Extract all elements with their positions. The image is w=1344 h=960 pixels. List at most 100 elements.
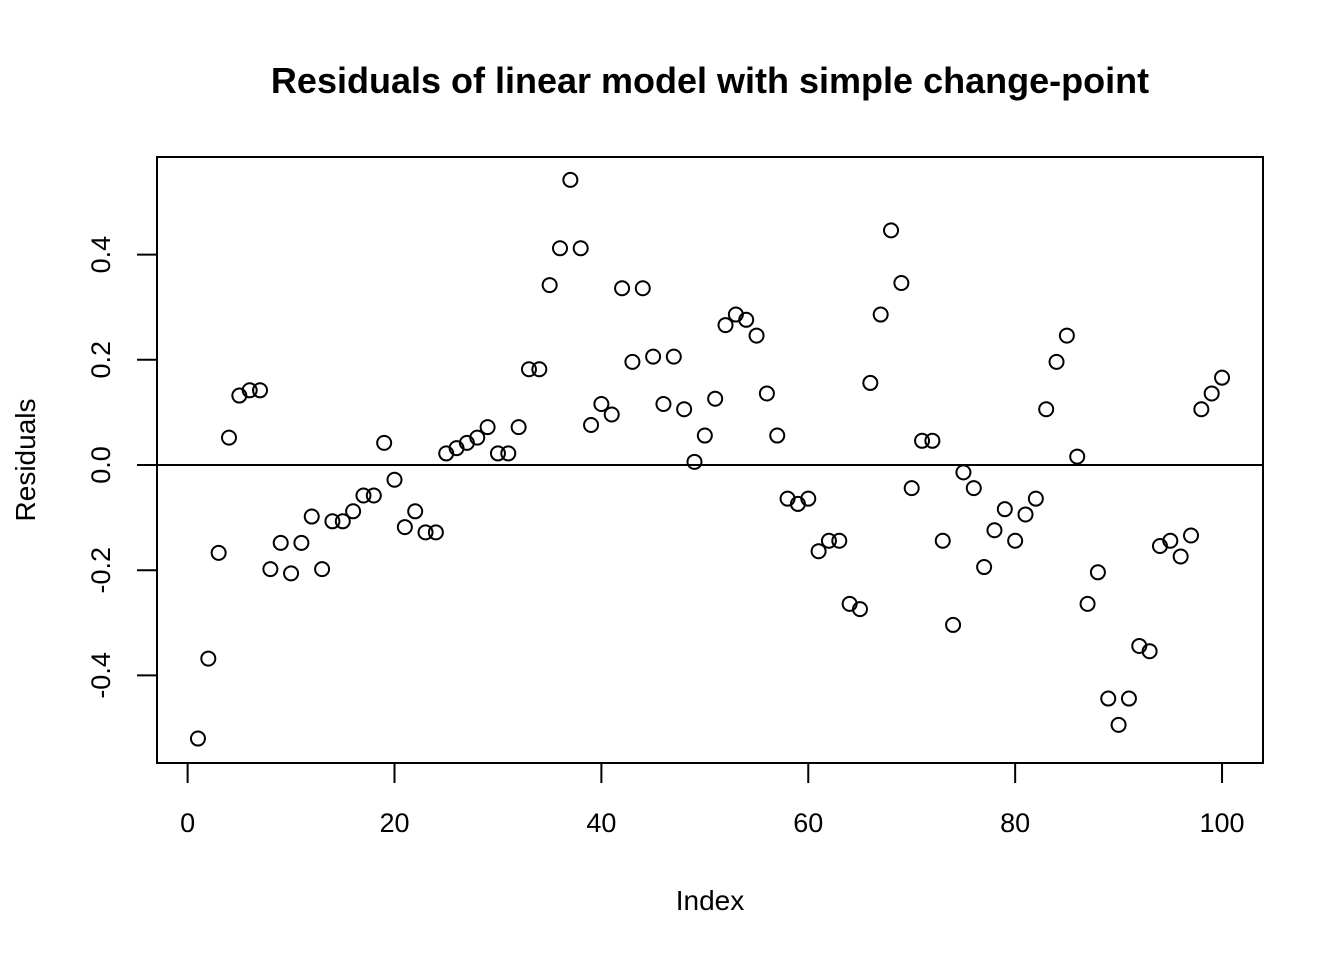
data-point (696, 427, 713, 444)
data-point (738, 311, 755, 328)
data-point (820, 532, 837, 549)
y-tick-label: 0.2 (86, 341, 116, 379)
data-point (583, 417, 600, 434)
data-point (1079, 595, 1096, 612)
data-point (293, 534, 310, 551)
data-points (189, 171, 1231, 747)
x-tick-label: 100 (1200, 808, 1245, 838)
data-point (965, 480, 982, 497)
data-point (396, 519, 413, 536)
data-point (758, 385, 775, 402)
data-point (427, 524, 444, 541)
data-point (903, 480, 920, 497)
data-point (603, 406, 620, 423)
data-point (707, 390, 724, 407)
y-tick-label: -0.4 (86, 652, 116, 699)
data-point (748, 327, 765, 344)
y-tick-label: 0.4 (86, 236, 116, 274)
data-point (1203, 385, 1220, 402)
data-point (365, 487, 382, 504)
data-point (355, 487, 372, 504)
data-point (500, 445, 517, 462)
x-tick-label: 80 (1000, 808, 1030, 838)
data-point (769, 427, 786, 444)
y-axis-label: Residuals (10, 399, 41, 522)
data-point (552, 240, 569, 257)
data-point (1089, 564, 1106, 581)
data-point (1038, 401, 1055, 418)
data-point (934, 532, 951, 549)
x-tick-label: 40 (586, 808, 616, 838)
data-point (676, 401, 693, 418)
data-point (1193, 401, 1210, 418)
data-point (862, 374, 879, 391)
data-point (893, 274, 910, 291)
data-point (645, 348, 662, 365)
data-point (241, 382, 258, 399)
data-point (914, 432, 931, 449)
data-point (189, 730, 206, 747)
data-point (1027, 490, 1044, 507)
plot-frame (156, 156, 1264, 764)
data-point (800, 490, 817, 507)
x-axis-label: Index (676, 885, 745, 916)
data-point (996, 501, 1013, 518)
data-point (1017, 506, 1034, 523)
data-point (376, 434, 393, 451)
data-point (520, 361, 537, 378)
data-point (541, 277, 558, 294)
data-point (324, 513, 341, 530)
y-tick-label: -0.2 (86, 547, 116, 594)
data-point (1183, 527, 1200, 544)
data-point (1100, 690, 1117, 707)
data-point (945, 616, 962, 633)
data-point (407, 503, 424, 520)
data-point (686, 453, 703, 470)
data-point (851, 601, 868, 618)
data-point (883, 222, 900, 239)
y-tick-label: 0.0 (86, 446, 116, 484)
y-axis: -0.4 -0.2 0.0 0.2 0.4 (86, 236, 158, 699)
data-point (1110, 716, 1127, 733)
data-point (976, 559, 993, 576)
data-point (386, 471, 403, 488)
data-point (572, 240, 589, 257)
data-point (1069, 448, 1086, 465)
data-point (1214, 369, 1231, 386)
data-point (665, 348, 682, 365)
data-point (210, 544, 227, 561)
data-point (986, 522, 1003, 539)
data-point (1141, 643, 1158, 660)
x-axis: 0 20 40 60 80 100 (180, 762, 1245, 838)
data-point (1120, 690, 1137, 707)
data-point (510, 419, 527, 436)
data-point (303, 508, 320, 525)
data-point (314, 561, 331, 578)
data-point (624, 353, 641, 370)
data-point (634, 280, 651, 297)
data-point (955, 464, 972, 481)
data-point (593, 395, 610, 412)
data-point (220, 429, 237, 446)
data-point (924, 432, 941, 449)
data-point (872, 306, 889, 323)
data-point (252, 382, 269, 399)
data-point (1048, 353, 1065, 370)
data-point (200, 650, 217, 667)
data-point (283, 565, 300, 582)
data-point (831, 532, 848, 549)
data-point (1058, 327, 1075, 344)
data-point (417, 524, 434, 541)
data-point (717, 317, 734, 334)
x-tick-label: 20 (379, 808, 409, 838)
data-point (1172, 548, 1189, 565)
chart-title: Residuals of linear model with simple ch… (271, 60, 1149, 101)
data-point (272, 534, 289, 551)
data-point (1162, 532, 1179, 549)
data-point (1007, 532, 1024, 549)
data-point (655, 395, 672, 412)
data-point (531, 361, 548, 378)
data-point (562, 171, 579, 188)
x-tick-label: 0 (180, 808, 195, 838)
